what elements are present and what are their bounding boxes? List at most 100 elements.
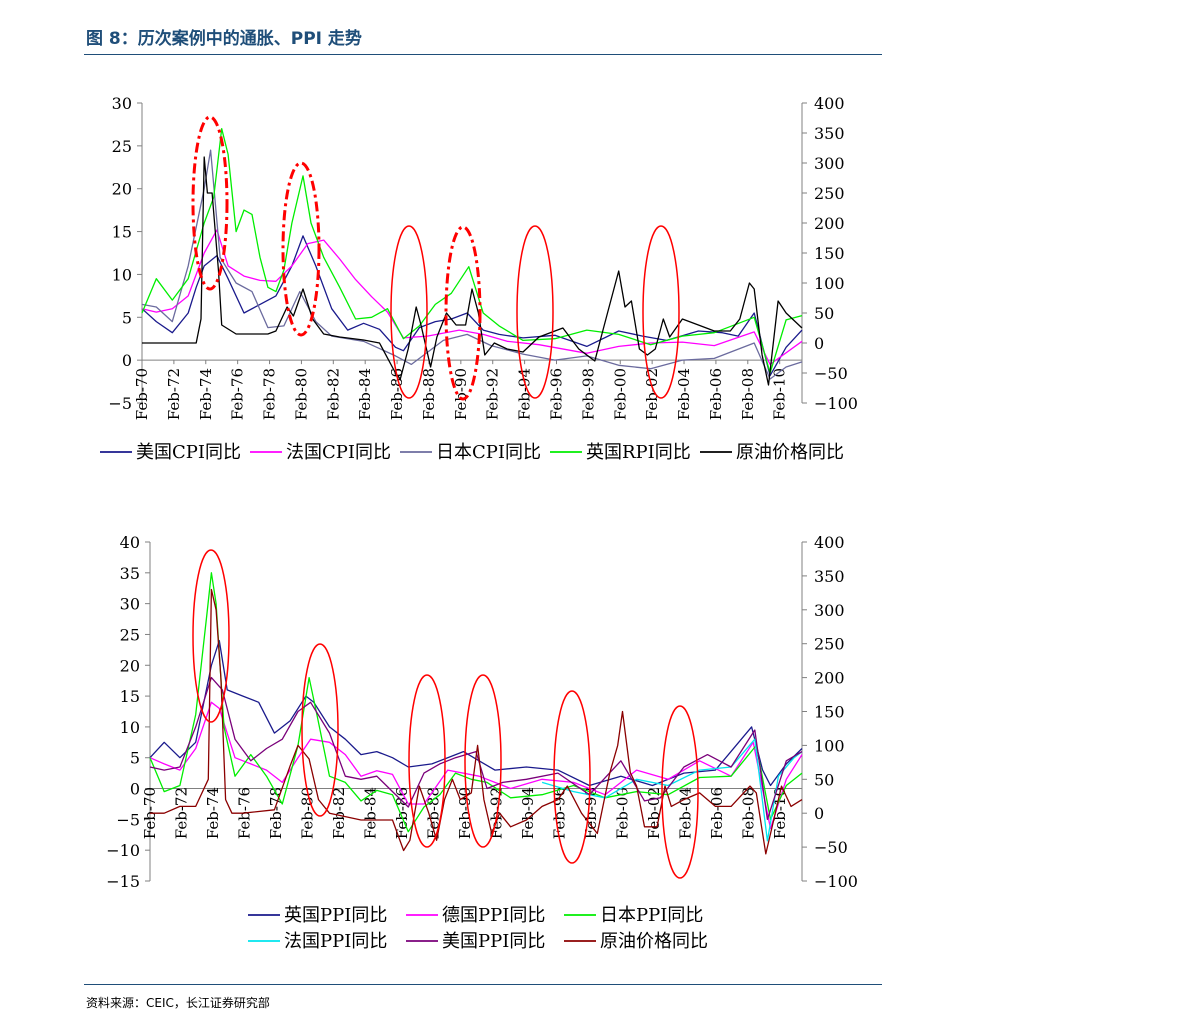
series-line (149, 639, 803, 787)
x-axis-tick-label: Feb-78 (267, 787, 285, 839)
right-axis-tick-label: 50 (814, 304, 834, 323)
right-axis-tick-label: 50 (814, 770, 834, 789)
right-axis-tick-label: 350 (814, 567, 845, 586)
right-axis-tick-label: 250 (814, 635, 845, 654)
x-axis-tick-label: Feb-80 (292, 368, 310, 420)
left-axis-tick-label: 5 (122, 308, 132, 327)
right-axis-tick-label: 100 (814, 274, 845, 293)
chart-cpi: −5051015202530−100−500501001502002503003… (100, 94, 858, 463)
highlight-ellipse (191, 115, 229, 291)
series-line (141, 149, 803, 380)
x-axis-tick-label: Feb-74 (204, 787, 222, 839)
right-axis-tick-label: 150 (814, 244, 845, 263)
right-axis-tick-label: −50 (814, 364, 848, 383)
series-line (141, 235, 803, 377)
x-axis-tick-label: Feb-92 (484, 368, 502, 420)
x-axis-tick-label: Feb-02 (643, 368, 661, 420)
legend-label: 美国PPI同比 (442, 931, 545, 952)
x-axis-tick-label: Feb-92 (487, 787, 505, 839)
x-axis-tick-label: Feb-08 (739, 368, 757, 420)
x-axis-tick-label: Feb-88 (424, 787, 442, 839)
series-line (541, 738, 803, 842)
x-axis-tick-label: Feb-82 (324, 368, 342, 420)
highlight-ellipse (192, 549, 230, 723)
left-axis-tick-label: 40 (120, 533, 140, 552)
right-axis-tick-label: 350 (814, 124, 845, 143)
x-axis-tick-label: Feb-90 (452, 368, 470, 420)
x-axis-tick-label: Feb-72 (172, 787, 190, 839)
x-axis-tick-label: Feb-96 (547, 368, 565, 420)
highlight-ellipse (464, 674, 502, 848)
left-axis-tick-label: 20 (112, 180, 132, 199)
left-axis-tick-label: −10 (106, 841, 140, 860)
right-axis-tick-label: 300 (814, 154, 845, 173)
legend-label: 原油价格同比 (736, 442, 844, 463)
series-line (142, 156, 803, 386)
highlight-ellipse (390, 225, 428, 399)
left-axis-tick-label: 30 (112, 94, 132, 113)
left-axis-tick-label: −5 (108, 394, 132, 413)
right-axis-tick-label: 400 (814, 94, 845, 113)
chart-ppi: −15−10−50510152025303540−100−50050100150… (106, 533, 858, 952)
right-axis-tick-label: −100 (814, 394, 858, 413)
series-line (141, 229, 803, 366)
left-axis-tick-label: 10 (120, 718, 140, 737)
x-axis-tick-label: Feb-86 (388, 368, 406, 420)
x-axis-tick-label: Feb-88 (420, 368, 438, 420)
x-axis-tick-label: Feb-94 (519, 787, 537, 839)
legend-label: 德国PPI同比 (442, 905, 545, 926)
highlight-ellipse (444, 225, 482, 401)
right-axis-tick-label: −50 (814, 838, 848, 857)
x-axis-tick-label: Feb-76 (229, 368, 247, 420)
x-axis-tick-label: Feb-78 (261, 368, 279, 420)
left-axis-tick-label: 0 (122, 351, 132, 370)
legend-label: 日本PPI同比 (600, 905, 703, 926)
x-axis-tick-label: Feb-10 (771, 368, 789, 420)
right-axis-tick-label: 250 (814, 184, 845, 203)
left-axis-tick-label: 15 (120, 687, 140, 706)
legend-label: 美国CPI同比 (136, 442, 241, 463)
x-axis-tick-label: Feb-08 (739, 787, 757, 839)
x-axis-tick-label: Feb-00 (611, 368, 629, 420)
series-line (149, 676, 803, 821)
highlight-ellipse (408, 674, 446, 848)
x-axis-tick-label: Feb-80 (298, 787, 316, 839)
left-axis-tick-label: −15 (106, 872, 140, 891)
legend-label: 英国RPI同比 (586, 442, 691, 463)
x-axis-tick-label: Feb-82 (330, 787, 348, 839)
x-axis-tick-label: Feb-74 (197, 368, 215, 420)
legend-label: 英国PPI同比 (284, 905, 387, 926)
x-axis-tick-label: Feb-00 (613, 787, 631, 839)
highlight-ellipse (301, 643, 339, 817)
right-axis-tick-label: 0 (814, 804, 824, 823)
left-axis-tick-label: 30 (120, 595, 140, 614)
source-rule (84, 984, 882, 985)
title-rule (84, 54, 882, 55)
x-axis-tick-label: Feb-98 (579, 368, 597, 420)
x-axis-tick-label: Feb-70 (133, 368, 151, 420)
right-axis-tick-label: 400 (814, 533, 845, 552)
x-axis-tick-label: Feb-06 (707, 368, 725, 420)
right-axis-tick-label: 150 (814, 703, 845, 722)
left-axis-tick-label: 0 (130, 780, 140, 799)
x-axis-tick-label: Feb-04 (675, 368, 693, 420)
legend-label: 法国CPI同比 (286, 442, 391, 463)
series-line (141, 128, 803, 374)
legend-label: 原油价格同比 (600, 931, 708, 952)
x-axis-tick-label: Feb-72 (165, 368, 183, 420)
x-axis-tick-label: Feb-94 (516, 368, 534, 420)
legend-label: 日本CPI同比 (436, 442, 541, 463)
x-axis-tick-label: Feb-10 (771, 787, 789, 839)
x-axis-tick-label: Feb-84 (356, 368, 374, 420)
right-axis-tick-label: 200 (814, 214, 845, 233)
left-axis-tick-label: 5 (130, 749, 140, 768)
legend-label: 法国PPI同比 (284, 931, 387, 952)
highlight-ellipse (553, 690, 591, 864)
source-note: 资料来源：CEIC，长江证券研究部 (86, 996, 270, 1010)
figure-title: 图 8：历次案例中的通胀、PPI 走势 (86, 29, 362, 49)
left-axis-tick-label: 25 (112, 137, 132, 156)
right-axis-tick-label: 0 (814, 334, 824, 353)
highlight-ellipse (642, 225, 680, 399)
left-axis-tick-label: −5 (116, 810, 140, 829)
x-axis-tick-label: Feb-84 (361, 787, 379, 839)
